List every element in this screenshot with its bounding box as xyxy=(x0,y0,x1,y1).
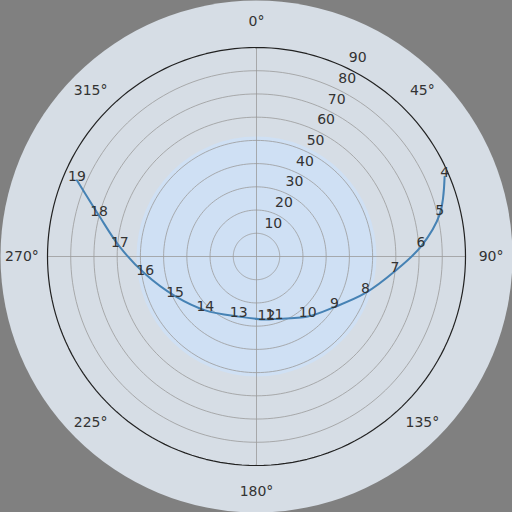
svg-text:17: 17 xyxy=(111,234,129,250)
svg-text:270°: 270° xyxy=(5,248,39,264)
svg-text:50: 50 xyxy=(307,132,325,148)
svg-text:4: 4 xyxy=(440,164,449,180)
svg-text:90°: 90° xyxy=(479,248,504,264)
svg-text:7: 7 xyxy=(391,259,400,275)
svg-text:12: 12 xyxy=(258,307,276,323)
svg-text:225°: 225° xyxy=(74,414,108,430)
svg-text:8: 8 xyxy=(361,280,370,296)
svg-text:14: 14 xyxy=(196,298,214,314)
svg-text:10: 10 xyxy=(299,304,317,320)
svg-text:13: 13 xyxy=(230,304,248,320)
svg-text:315°: 315° xyxy=(74,82,108,98)
svg-text:0°: 0° xyxy=(249,13,265,29)
svg-text:70: 70 xyxy=(328,91,346,107)
svg-text:180°: 180° xyxy=(240,483,274,499)
svg-text:19: 19 xyxy=(68,168,86,184)
svg-text:6: 6 xyxy=(417,234,426,250)
svg-text:5: 5 xyxy=(435,202,444,218)
svg-text:20: 20 xyxy=(275,194,293,210)
svg-text:15: 15 xyxy=(166,284,184,300)
svg-text:80: 80 xyxy=(338,70,356,86)
svg-text:10: 10 xyxy=(264,215,282,231)
svg-text:90: 90 xyxy=(349,49,367,65)
svg-text:45°: 45° xyxy=(410,82,435,98)
svg-text:40: 40 xyxy=(296,153,314,169)
svg-text:16: 16 xyxy=(136,262,154,278)
svg-text:135°: 135° xyxy=(405,414,439,430)
svg-text:30: 30 xyxy=(286,173,304,189)
svg-text:60: 60 xyxy=(317,111,335,127)
svg-text:9: 9 xyxy=(330,295,339,311)
svg-text:18: 18 xyxy=(90,203,108,219)
